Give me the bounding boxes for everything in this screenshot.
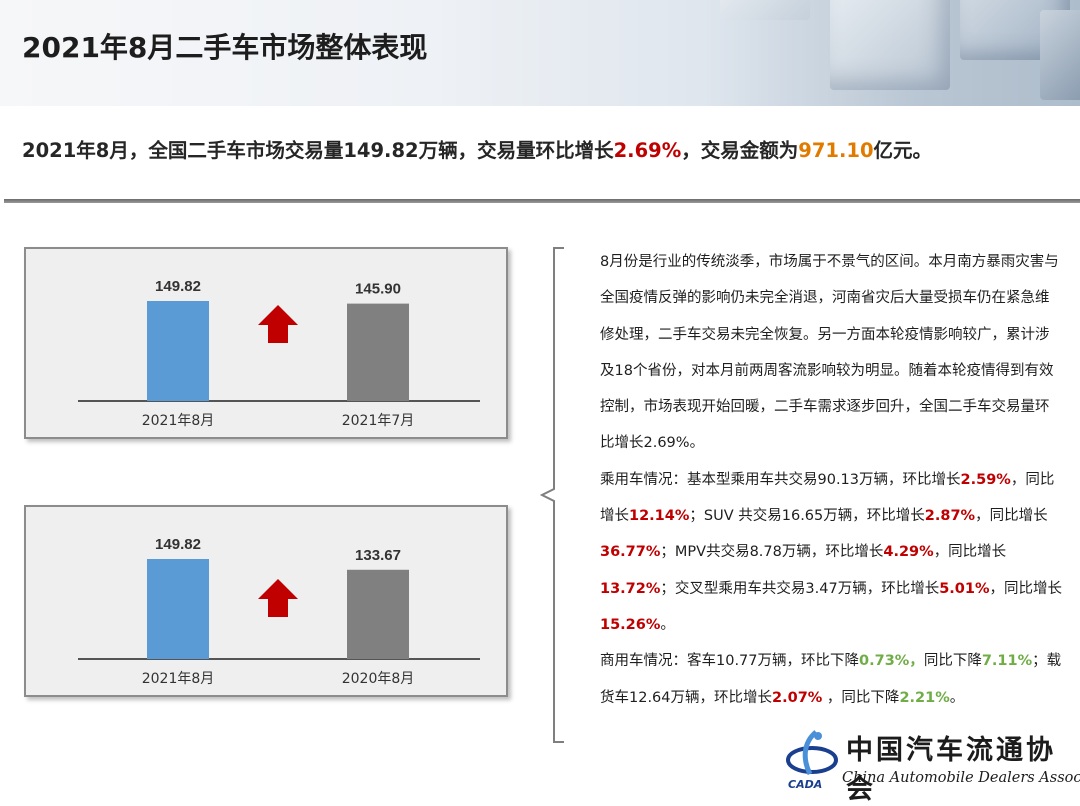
value: 15.26% bbox=[600, 616, 661, 633]
bar-2 bbox=[347, 303, 409, 401]
up-arrow-icon bbox=[258, 579, 298, 617]
summary-amount: 971.10 bbox=[798, 139, 874, 162]
analysis-paragraph-commercial: 商用车情况：客车10.77万辆，环比下降0.73%，同比下降7.11%；载货车1… bbox=[600, 643, 1062, 716]
summary-line: 2021年8月，全国二手车市场交易量149.82万辆，交易量环比增长2.69%，… bbox=[22, 134, 1062, 163]
text: ；SUV 共交易16.65万辆，环比增长 bbox=[689, 508, 925, 525]
category-tick-label: 2021年7月 bbox=[342, 413, 415, 429]
bar-value-label: 149.82 bbox=[155, 278, 201, 295]
summary-middle: ，交易金额为 bbox=[681, 139, 799, 162]
bar-value-label: 145.90 bbox=[355, 281, 401, 298]
bar-1 bbox=[147, 301, 209, 401]
section-divider bbox=[4, 199, 1080, 203]
analysis-paragraph-passenger: 乘用车情况：基本型乘用车共交易90.13万辆，环比增长2.59% ，同比增长 12.… bbox=[600, 462, 1062, 643]
analysis-paragraph-market: 8月份是行业的传统淡季，市场属于不景气的区间。本月南方暴雨灾害与全国疫情反弹的影… bbox=[600, 254, 1059, 452]
banner-cube bbox=[1040, 10, 1080, 100]
page-title: 2021年8月二手车市场整体表现 bbox=[22, 31, 428, 64]
text: 乘用车情况：基本型乘用车共交易90.13万辆，环比增长 bbox=[600, 471, 961, 488]
value: 5.01% bbox=[939, 580, 990, 597]
bar-value-label: 133.67 bbox=[355, 547, 401, 564]
banner-cube bbox=[720, 0, 810, 20]
analysis-text: 8月份是行业的传统淡季，市场属于不景气的区间。本月南方暴雨灾害与全国疫情反弹的影… bbox=[600, 244, 1062, 716]
value: 2.59% bbox=[960, 471, 1011, 488]
text: ，同比增长 bbox=[989, 580, 1063, 597]
text: ；交叉型乘用车共交易3.47万辆，环比增长 bbox=[660, 580, 940, 597]
banner-cube bbox=[830, 0, 950, 90]
summary-suffix: 亿元。 bbox=[873, 139, 933, 162]
summary-mom-growth: 2.69% bbox=[613, 139, 682, 162]
header-banner: 2021年8月二手车市场整体表现 bbox=[0, 0, 1080, 106]
text: ，同比增长 bbox=[933, 544, 1007, 561]
value: 7.11% bbox=[981, 653, 1033, 670]
bar-1 bbox=[147, 559, 209, 659]
logo-chinese-name: 中国汽车流通协会 bbox=[846, 735, 1056, 805]
text: ，同比下降 bbox=[822, 689, 900, 706]
text: 。 bbox=[660, 616, 675, 633]
category-tick-label: 2021年8月 bbox=[142, 671, 215, 687]
logo-abbr: CADA bbox=[788, 778, 823, 791]
value: 13.72% bbox=[600, 580, 661, 597]
text: 商用车情况：客车10.77万辆，环比下降 bbox=[600, 653, 860, 670]
logo-english-name: China Automobile Dealers Association bbox=[842, 770, 1080, 786]
chart-panel-mom: 149.82 2021年8月 145.90 2021年7月 bbox=[24, 247, 508, 439]
chart-panel-yoy: 149.82 2021年8月 133.67 2020年8月 bbox=[24, 505, 508, 697]
cada-emblem-icon bbox=[786, 730, 838, 776]
category-tick-label: 2021年8月 bbox=[142, 413, 215, 429]
bar-value-label: 149.82 bbox=[155, 536, 201, 553]
value: 36.77% bbox=[600, 544, 661, 561]
curly-brace bbox=[540, 247, 564, 743]
text: ，同比增长 bbox=[975, 508, 1048, 525]
text: 。 bbox=[949, 689, 965, 706]
bar-2 bbox=[347, 569, 409, 659]
cada-logo: CADA 中国汽车流通协会 China Automobile Dealers A… bbox=[786, 728, 1080, 805]
summary-prefix: 2021年8月，全国二手车市场交易量149.82万辆，交易量环比增长 bbox=[22, 139, 614, 162]
text: ，同比增长 bbox=[600, 471, 1055, 525]
value: 2.87% bbox=[924, 508, 976, 525]
category-tick-label: 2020年8月 bbox=[342, 671, 415, 687]
value: 2.21% bbox=[899, 689, 950, 706]
value: 2.07% bbox=[772, 689, 823, 706]
value: 4.29% bbox=[883, 544, 934, 561]
up-arrow-icon bbox=[258, 305, 298, 343]
value: 0.73%， bbox=[859, 653, 924, 670]
bar-chart-yoy: 149.82 2021年8月 133.67 2020年8月 bbox=[78, 536, 480, 687]
value: 12.14% bbox=[629, 508, 690, 525]
text: 同比下降 bbox=[923, 653, 982, 670]
text: ；MPV共交易8.78万辆，环比增长 bbox=[660, 544, 884, 561]
bar-chart-mom: 149.82 2021年8月 145.90 2021年7月 bbox=[78, 278, 480, 429]
text: ；载货车12.64万辆，环比增长 bbox=[600, 653, 1062, 706]
